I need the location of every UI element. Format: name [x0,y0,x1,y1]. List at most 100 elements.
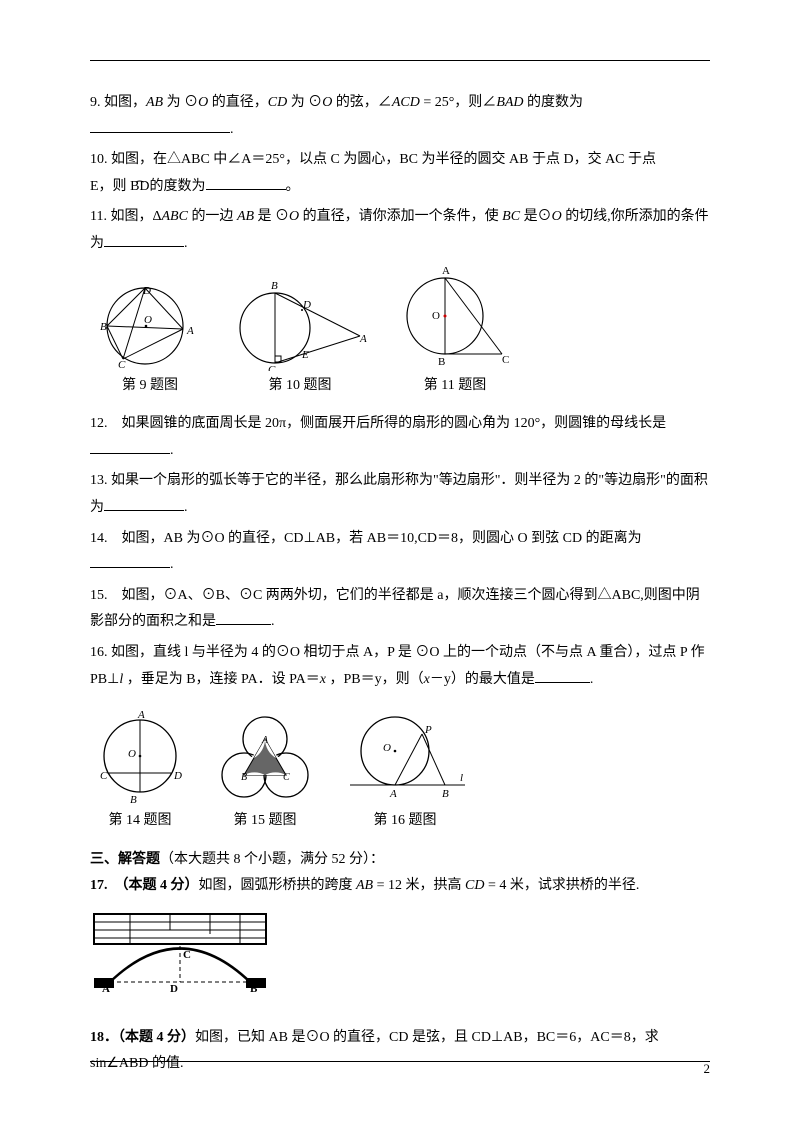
question-10: 10. 如图，在△ABC 中∠A＝25°，以点 C 为圆心，BC 为半径的圆交 … [90,147,710,200]
sec3-note: （本大题共 8 个小题，满分 52 分）： [160,852,384,867]
svg-text:O: O [128,748,136,760]
q9-t2: 的直径， [208,95,268,110]
q10-c: 的度数为 [150,179,206,194]
q14-blank [90,567,170,568]
q14-a: 14. 如图，AB 为⊙O 的直径，CD⊥AB，若 AB＝10,CD＝8，则圆心… [90,531,642,546]
sec3-title: 三、解答题 [90,852,160,867]
svg-text:O: O [383,742,391,754]
q9-o2: O [322,95,332,110]
fig14-caption: 第 14 题图 [90,808,190,835]
q17-cd: CD [465,878,484,893]
q11-o: O [289,209,299,224]
svg-text:C: C [183,949,191,961]
fig11-caption: 第 11 题图 [390,373,520,400]
q12-a: 12. 如果圆锥的底面周长是 20π，侧面展开后所得的扇形的圆心角为 120°，… [90,416,666,431]
svg-text:B: B [442,788,449,800]
question-17: 17. （本题 4 分）如图，圆弧形桥拱的跨度 AB = 12 米，拱高 CD … [90,873,710,900]
q9-t3: 为 ⊙ [287,95,322,110]
fig9-caption: 第 9 题图 [90,373,210,400]
q9-t4: 的弦，∠ [332,95,392,110]
svg-text:D: D [170,983,178,995]
svg-text:C: C [100,770,108,782]
question-14: 14. 如图，AB 为⊙O 的直径，CD⊥AB，若 AB＝10,CD＝8，则圆心… [90,526,710,579]
q9-t6: 的度数为 [524,95,584,110]
q10-period: 。 [286,179,300,194]
question-15: 15. 如图，⊙A、⊙B、⊙C 两两外切，它们的半径都是 a，顺次连接三个圆心得… [90,583,710,636]
page-bottom-rule [90,1061,710,1062]
q10-blank [206,189,286,190]
svg-text:A: A [442,266,450,277]
figure-9: D B O A C 第 9 题图 [90,276,210,400]
page-number: 2 [704,1057,711,1082]
q12-blank [90,453,170,454]
question-16: 16. 如图，直线 l 与半径为 4 的⊙O 相切于点 A，P 是 ⊙O 上的一… [90,640,710,693]
page-top-rule [90,60,710,61]
q17-ab: AB [356,878,373,893]
fig15-caption: 第 15 题图 [210,808,320,835]
q17-la: 17. [90,878,122,893]
q11-blank [104,246,184,247]
q17-e: = 4 米，试求拱桥的半径. [484,878,639,893]
q16-c: ，垂足为 B，连接 PA．设 PA＝ [123,672,320,687]
q15-a: 15. 如图，⊙A、⊙B、⊙C 两两外切，它们的半径都是 a，顺次连接三个圆心得… [90,588,700,630]
q12-p: . [170,443,174,458]
q13-p: . [184,500,188,515]
q9-acd: ACD [392,95,420,110]
q11-abc: ABC [161,209,187,224]
question-12: 12. 如果圆锥的底面周长是 20π，侧面展开后所得的扇形的圆心角为 120°，… [90,411,710,464]
svg-text:D: D [302,299,311,311]
q9-period: . [230,122,234,137]
q16-p: . [590,672,594,687]
q11-e: 是 ⊙ [254,209,289,224]
fig9-B: B [100,321,107,333]
q13-a: 13. 如果一个扇形的弧长等于它的半径，那么此扇形称为"等边扇形"．则半径为 2… [90,473,708,515]
fig9-C: C [118,359,126,371]
q10-b: E，则 [90,179,130,194]
q9-ab: AB [146,95,163,110]
q17-lb: （本题 4 分） [122,878,199,893]
figure-16: O P A B l 第 16 题图 [340,711,470,835]
svg-text:B: B [130,794,137,806]
svg-text:D: D [173,770,182,782]
q10-arc: BD [130,179,149,194]
fig9-A: A [186,325,194,337]
q14-p: . [170,557,174,572]
svg-text:C: C [502,354,509,366]
svg-text:A: A [261,735,269,746]
figure-row-2: A O C B D 第 14 题图 A B C 第 15 题图 [90,711,710,835]
figure-17: A B C D [90,910,710,995]
q15-blank [216,624,271,625]
svg-text:A: A [359,333,367,345]
figure-row-1: D B O A C 第 9 题图 B D C E A [90,266,710,400]
question-13: 13. 如果一个扇形的弧长等于它的半径，那么此扇形称为"等边扇形"．则半径为 2… [90,468,710,521]
q18-lb: （本题 4 分） [118,1030,195,1045]
svg-text:E: E [301,349,309,361]
figure-14: A O C B D 第 14 题图 [90,711,190,835]
q17-a: 如图，圆弧形桥拱的跨度 [199,878,357,893]
q10-a: 10. 如图，在△ABC 中∠A＝25°，以点 C 为圆心，BC 为半径的圆交 … [90,152,656,167]
figure-10: B D C E A 第 10 题图 [230,276,370,400]
q9-bad: BAD [496,95,523,110]
q9-text: 9. 如图， [90,95,146,110]
fig10-caption: 第 10 题图 [230,373,370,400]
section-3-title: 三、解答题（本大题共 8 个小题，满分 52 分）： [90,847,710,874]
q16-g: －y）的最大值是 [430,672,535,687]
q11-h: BC [502,209,520,224]
question-18: 18．（本题 4 分）如图，已知 AB 是⊙O 的直径，CD 是弦，且 CD⊥A… [90,1025,710,1078]
figure-15: A B C 第 15 题图 [210,711,320,835]
svg-text:B: B [438,356,445,368]
svg-text:A: A [102,983,110,995]
svg-text:B: B [271,280,278,292]
figure-11: A O B C 第 11 题图 [390,266,520,400]
q16-e: ，PB＝y，则（ [326,672,424,687]
q11-a: 11. 如图，Δ [90,209,161,224]
fig9-D: D [142,285,151,297]
svg-text:O: O [432,310,440,322]
q9-blank [90,132,230,133]
q15-p: . [271,614,275,629]
q11-c: 的一边 [188,209,237,224]
q16-blank [535,682,590,683]
q11-g: 的直径，请你添加一个条件，使 [299,209,502,224]
q9-o1: O [198,95,208,110]
q11-i: 是⊙ [520,209,552,224]
